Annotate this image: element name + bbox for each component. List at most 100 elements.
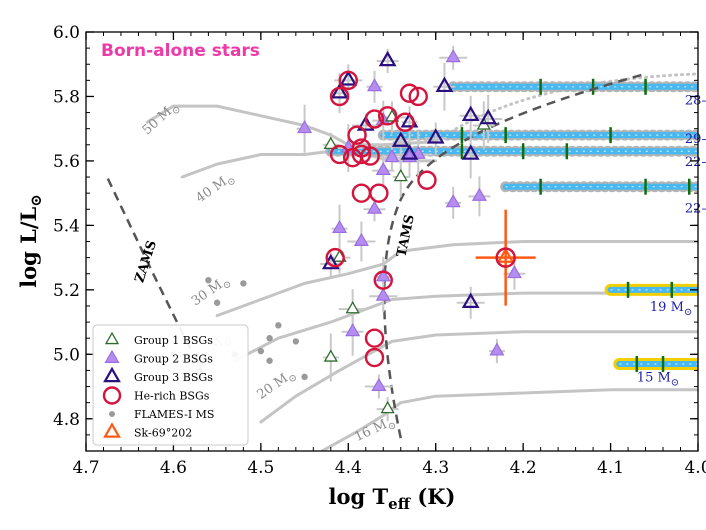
evolutionary-tracks	[145, 72, 698, 451]
legend-label: Group 1 BSGs	[134, 334, 213, 347]
y-tick-label: 5.4	[53, 216, 80, 236]
group3-bsg-point	[339, 70, 358, 86]
he-rich-bsg-point	[417, 170, 437, 190]
band-15	[613, 355, 698, 372]
band-28-22	[447, 78, 698, 95]
x-tick-label: 4.0	[684, 458, 706, 478]
tams-label: TAMS	[394, 213, 418, 258]
track-25-msun	[233, 291, 698, 363]
he-rich-bsg-point	[325, 247, 345, 268]
legend-entry: Group 2 BSGs	[104, 349, 213, 366]
flames-ms-point	[240, 280, 247, 287]
legend-herich-icon	[102, 386, 122, 405]
legend-group3-icon	[103, 366, 121, 383]
band-mass-label: 22–14 M⊙	[685, 155, 706, 173]
band-mass-label: 19 M⊙	[650, 300, 692, 318]
y-tick-label: 4.8	[53, 410, 80, 430]
group2-bsg-point	[506, 265, 522, 279]
legend-label: Group 3 BSGs	[134, 371, 213, 384]
y-tick-label: 5.0	[53, 345, 80, 365]
x-tick-label: 4.2	[510, 458, 537, 478]
he-rich-bsg-point	[369, 183, 389, 203]
he-rich-bsg-point	[351, 183, 372, 203]
group3-bsg-point	[400, 144, 419, 160]
group2-bsg-point	[345, 323, 361, 337]
band-mass-label: 22–17 M⊙	[685, 201, 706, 219]
group2-bsg-point	[445, 49, 461, 63]
sk-he-rich-ring	[495, 247, 516, 268]
group3-bsg-point	[426, 128, 445, 144]
group2-bsg-point	[375, 268, 391, 282]
group2-bsg-point	[366, 78, 383, 92]
track-top-dotted	[434, 72, 698, 144]
group1-bsg-point	[323, 349, 338, 362]
legend-label: FLAMES-I MS	[134, 408, 214, 421]
track-mass-label: 30 M⊙	[189, 273, 234, 312]
legend-entry: Group 3 BSGs	[103, 366, 213, 384]
he-rich-bsg-point	[351, 144, 372, 165]
group3-bsg-point	[330, 82, 349, 99]
flames-ms-point	[266, 334, 273, 342]
group3-bsg-point	[435, 76, 454, 93]
group2-bsg-point	[366, 200, 383, 214]
group2-bsg-point	[375, 161, 391, 176]
flames-ms-point	[292, 338, 300, 345]
group2-bsg-point	[384, 149, 400, 163]
flames-ms-point	[205, 276, 212, 284]
y-tick-label: 6.0	[53, 23, 80, 43]
group3-bsg-point	[461, 105, 480, 122]
band-mass-label: 28–22 M⊙	[685, 94, 706, 112]
group3-bsg-point	[461, 292, 480, 308]
group3-bsg-point	[378, 50, 397, 67]
tams-line	[382, 72, 646, 439]
group2-bsg-point	[489, 342, 505, 356]
group3-bsg-point	[391, 131, 410, 147]
group2-bsg-point	[371, 377, 387, 391]
track-30-msun	[215, 240, 698, 318]
track-mass-label: 50 M⊙	[140, 99, 184, 141]
legend-label: Sk-69°202	[134, 427, 192, 440]
legend-box	[92, 324, 249, 446]
x-axis-title: log Teff (K)	[329, 484, 456, 513]
he-rich-bsg-point	[338, 70, 358, 91]
group2-bsg-point	[375, 287, 391, 301]
group1-bsg-point	[393, 168, 408, 182]
sk69-202-point	[475, 209, 536, 306]
he-rich-bsg-point	[373, 270, 393, 290]
band-22-17	[500, 178, 698, 195]
he-rich-bsg-point	[329, 86, 350, 107]
legend: Group 1 BSGs Group 2 BSGs Group 3 BSGs He-r…	[92, 324, 249, 446]
y-tick-label: 5.6	[53, 152, 80, 172]
legend-entry: Group 1 BSGs	[104, 331, 213, 347]
he-rich-bsg-point	[347, 125, 367, 145]
group2-bsg-point	[471, 187, 487, 201]
group2-bsg-point	[353, 232, 369, 246]
x-tick-label: 4.6	[160, 458, 187, 478]
group2-bsg-point	[332, 219, 348, 234]
he-rich-bsg-point	[395, 112, 415, 132]
legend-entry: He-rich BSGs	[102, 386, 210, 405]
y-tick-label: 5.8	[53, 87, 80, 107]
x-tick-label: 4.1	[597, 458, 624, 478]
group2-bsg-point	[445, 194, 461, 208]
flames-ms-point	[301, 373, 308, 381]
legend-label: He-rich BSGs	[134, 390, 210, 403]
x-tick-label: 4.5	[247, 458, 274, 478]
group1-bsg-point	[380, 400, 395, 414]
legend-entry: Sk-69°202	[103, 422, 192, 440]
he-rich-bsg-point	[408, 86, 428, 107]
evolved-star-bands	[325, 78, 698, 372]
axes: 4.7 4.6 4.5 4.4 4.3 4.2 4.1 4.0 4.8 5.0 5.2 5.4 5.6 5…	[53, 23, 706, 478]
chart-title: Born-alone stars	[101, 41, 260, 61]
he-rich-bsg-point	[399, 83, 420, 103]
group3-bsg-point	[356, 115, 375, 131]
band-29-16	[377, 127, 698, 144]
track-mass-label: 40 M⊙	[193, 169, 238, 208]
he-rich-bsg-point	[364, 347, 385, 368]
he-rich-bsg-point	[329, 144, 350, 165]
legend-entry: FLAMES-I MS	[109, 408, 214, 421]
flames-ms-point	[275, 322, 282, 329]
y-tick-label: 5.2	[53, 281, 80, 301]
legend-flames-icon	[109, 411, 115, 417]
flames-ms-point	[257, 347, 265, 355]
